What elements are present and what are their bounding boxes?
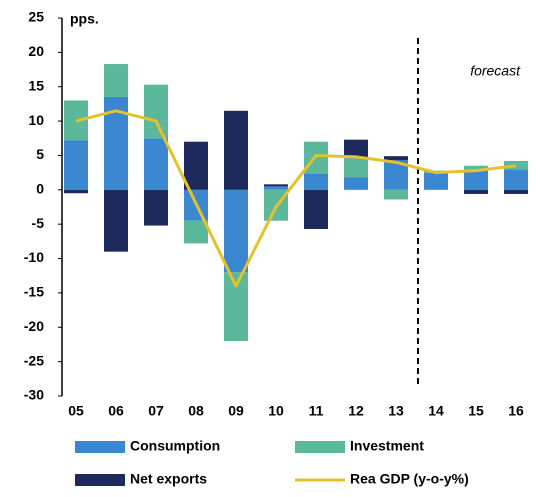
- bar: [104, 189, 128, 252]
- bar: [344, 177, 368, 190]
- bar: [144, 138, 168, 190]
- bar: [144, 189, 168, 226]
- bar: [304, 189, 328, 229]
- annotation: forecast: [470, 63, 521, 79]
- x-tick-label: 16: [508, 403, 524, 419]
- legend-swatch: [75, 441, 125, 453]
- bar: [224, 110, 248, 190]
- bar: [344, 156, 368, 178]
- y-tick-label: 0: [36, 181, 44, 197]
- legend-swatch: [295, 441, 345, 453]
- bar: [104, 64, 128, 98]
- bar: [64, 189, 88, 194]
- x-tick-label: 12: [348, 403, 364, 419]
- x-tick-label: 05: [68, 403, 84, 419]
- y-tick-label: -30: [24, 387, 44, 403]
- x-tick-label: 13: [388, 403, 404, 419]
- y-tick-label: -15: [24, 284, 44, 300]
- bar: [304, 174, 328, 190]
- legend-label: Consumption: [130, 438, 220, 454]
- legend-label: Rea GDP (y-o-y%): [350, 471, 469, 487]
- legend-swatch: [75, 474, 125, 486]
- bar: [184, 220, 208, 244]
- bar: [464, 189, 488, 194]
- bar: [384, 189, 408, 200]
- y-tick-label: 15: [28, 77, 44, 93]
- y-unit-label: pps.: [70, 11, 99, 27]
- bar: [344, 139, 368, 157]
- bar: [464, 169, 488, 190]
- bar: [224, 189, 248, 273]
- x-tick-label: 10: [268, 403, 284, 419]
- x-tick-label: 14: [428, 403, 444, 419]
- bar: [184, 141, 208, 190]
- bar: [384, 156, 408, 161]
- bar: [464, 165, 488, 170]
- x-tick-label: 06: [108, 403, 124, 419]
- x-tick-label: 09: [228, 403, 244, 419]
- line: [75, 109, 517, 288]
- x-tick-label: 11: [309, 403, 324, 419]
- y-tick-label: 25: [28, 9, 44, 25]
- x-tick-label: 15: [468, 403, 484, 419]
- bar: [264, 184, 288, 187]
- bar: [504, 169, 528, 190]
- y-tick-label: -20: [24, 318, 44, 334]
- legend-label: Net exports: [130, 471, 207, 487]
- bar: [504, 160, 528, 170]
- y-tick-label: -25: [24, 352, 44, 368]
- y-tick-label: 20: [28, 43, 44, 59]
- y-tick-label: 10: [28, 112, 44, 128]
- bar: [504, 189, 528, 194]
- bar: [424, 172, 448, 190]
- bar: [144, 84, 168, 139]
- legend-label: Investment: [350, 438, 424, 454]
- x-tick-label: 08: [188, 403, 204, 419]
- y-tick-label: 5: [36, 146, 44, 162]
- bar: [264, 186, 288, 190]
- bar: [64, 140, 88, 190]
- x-tick-label: 07: [148, 403, 164, 419]
- y-tick-label: -5: [32, 215, 45, 231]
- y-tick-label: -10: [24, 249, 44, 265]
